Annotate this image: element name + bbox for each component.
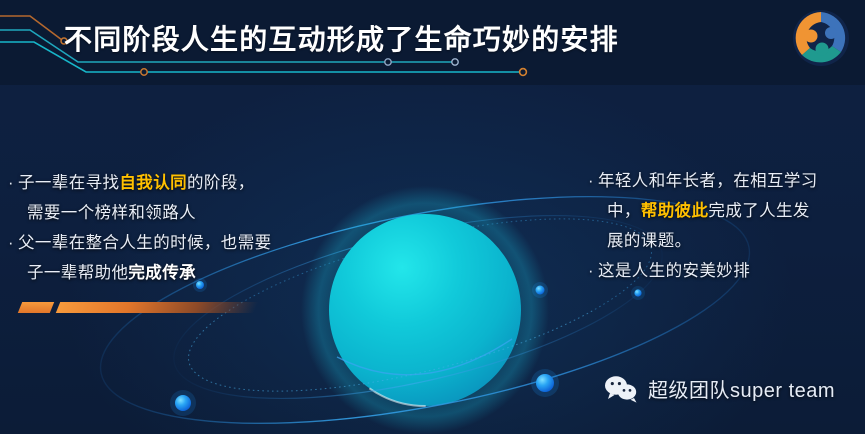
super-team-logo-icon [793,10,849,66]
right-bullet-line: · 这是人生的安美妙排 [588,256,860,286]
left-text-segment: 自我认同 [119,174,188,192]
wechat-icon [605,375,637,403]
orbit-rings-front [99,310,751,425]
orbit-dot [535,285,545,295]
bullet-dot-icon: · [588,262,594,280]
right-bullet-line: 中，帮助彼此完成了人生发 [588,196,860,226]
orange-bar-long [55,302,259,313]
orbit-dots [170,278,645,416]
right-text-segment: 展的课题。 [607,232,692,250]
right-text-segment: 帮助彼此 [640,202,709,220]
right-text-segment: 中， [607,202,641,220]
planet-rim-light [328,213,522,407]
bullet-dot-icon: · [8,234,14,252]
right-text-segment: 这是人生的安美妙排 [598,262,751,280]
decor-node-cyan-1 [384,58,392,66]
right-bullet-line: 展的课题。 [588,226,860,256]
decor-node-orange-1 [140,68,148,76]
watermark-text: 超级团队super team [648,380,836,402]
header-decor-lines [0,15,528,77]
left-text-segment: 父一辈在整合人生的时候，也需要 [18,234,272,252]
right-bullet-line: · 年轻人和年长者，在相互学习 [588,166,860,196]
bullet-dot-icon: · [8,174,14,192]
orbit-dot [175,395,191,411]
orbit-dot [196,281,204,289]
decor-line-orange [0,15,63,41]
left-text-segment: 的阶段， [187,174,255,192]
orange-bar-short [17,302,55,313]
page-title: 不同阶段人生的互动形成了生命巧妙的安排 [64,24,619,55]
right-text-segment: 年轻人和年长者，在相互学习 [598,172,818,190]
left-text-column: · 子一辈在寻找自我认同的阶段， 需要一个榜样和领路人 · 父一辈在整合人生的时候，也需… [8,168,308,288]
left-bullet-line: 子一辈帮助他完成传承 [8,258,308,288]
right-text-segment: 完成了人生发 [708,202,810,220]
decor-line-cyan-lower [0,41,523,73]
decor-line-cyan-upper [0,29,455,63]
right-text-column: · 年轻人和年长者，在相互学习 中，帮助彼此完成了人生发 展的课题。 · 这是人生的安美妙… [588,166,860,286]
left-text-segment: 需要一个榜样和领路人 [27,204,196,222]
left-bullet-line: · 子一辈在寻找自我认同的阶段， [8,168,308,198]
left-text-segment: 完成传承 [128,264,197,282]
decor-node-cyan-2 [451,58,459,66]
left-text-segment: 子一辈在寻找 [18,174,120,192]
planet-illustration [99,186,751,434]
decor-node-orange-2 [518,67,528,77]
orange-accent-bars [0,302,280,320]
decor-node-orange [60,37,68,45]
left-text-segment: 子一辈帮助他 [27,264,129,282]
left-bullet-line: 需要一个榜样和领路人 [8,198,308,228]
orbit-dot [634,289,642,297]
planet-sphere [329,214,521,406]
watermark: 超级团队super team [604,374,835,403]
orbit-ring-surface [336,338,513,376]
left-bullet-line: · 父一辈在整合人生的时候，也需要 [8,228,308,258]
orbit-dot [536,374,554,392]
bullet-dot-icon: · [588,172,594,190]
